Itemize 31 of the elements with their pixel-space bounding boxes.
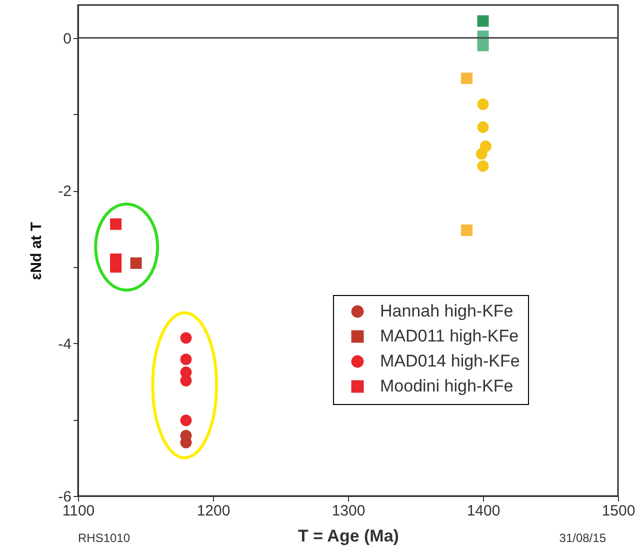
- legend-label: Moodini high-KFe: [380, 376, 514, 396]
- legend-label: MAD011 high-KFe: [380, 326, 519, 346]
- point: [130, 257, 142, 269]
- text: RHS1010: [78, 531, 130, 545]
- x-axis-title: T = Age (Ma): [298, 526, 399, 546]
- point: [461, 72, 473, 84]
- x-tick-label: 1200: [196, 502, 230, 520]
- legend-label: MAD014 high-KFe: [380, 352, 520, 370]
- point: [180, 332, 192, 344]
- x-tick-label: 1100: [62, 502, 95, 520]
- y-tick-label: -6: [58, 488, 72, 506]
- legend-label: Hannah high-KFe: [380, 302, 514, 320]
- y-tick-label: -2: [58, 183, 72, 200]
- point: [476, 148, 488, 160]
- point: [110, 261, 122, 273]
- point: [477, 15, 489, 27]
- y-tick-label: 0: [63, 30, 72, 48]
- x-tick-label: 1500: [602, 502, 636, 520]
- point: [477, 160, 489, 172]
- point: [180, 414, 192, 426]
- x-tick-label: 1300: [332, 502, 366, 520]
- y-axis-title: εNd at T: [28, 222, 46, 280]
- point: [477, 40, 489, 52]
- y-tick-label: -4: [58, 336, 72, 353]
- point: [461, 224, 473, 236]
- text: 31/08/15: [559, 531, 606, 545]
- point: [180, 354, 192, 366]
- point: [110, 218, 122, 230]
- x-tick-label: 1400: [466, 502, 500, 520]
- point: [477, 121, 489, 133]
- point: [477, 98, 489, 110]
